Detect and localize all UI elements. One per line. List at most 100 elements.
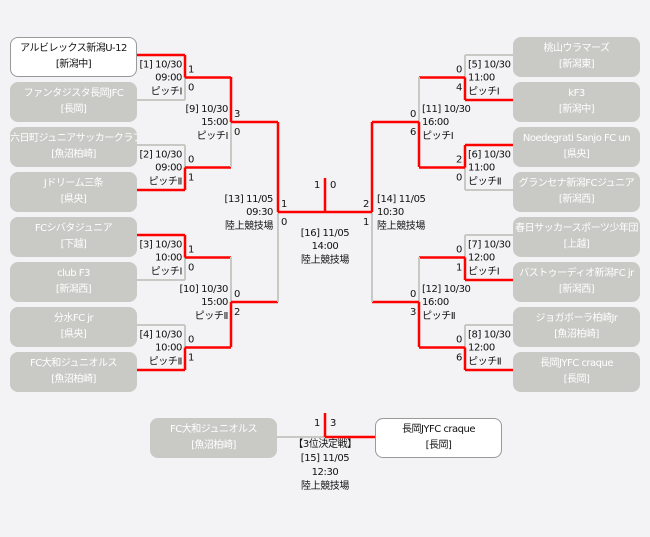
score: 0 <box>330 180 336 191</box>
team-box[interactable]: FC大和ジュニオルス [魚沼柏崎] <box>150 418 277 458</box>
team-box[interactable]: アルビレックス新潟U-12 [新潟中] <box>10 37 137 77</box>
team-name: 分水FC jr <box>53 313 94 324</box>
team-box[interactable]: 長岡JYFC craque [長岡] <box>513 352 640 392</box>
match-label: 12:00 <box>468 343 495 354</box>
match-label: 12:00 <box>468 253 495 264</box>
match-label: 09:30 <box>246 207 273 218</box>
score: 3 <box>330 418 336 429</box>
score: 6 <box>410 127 416 138</box>
team-name: グランセナ新潟FCジュニア <box>518 178 635 189</box>
team-box[interactable]: ファンタジスタ長岡JFC [長岡] <box>10 82 137 122</box>
team-box[interactable]: グランセナ新潟FCジュニア [新潟西] <box>513 172 640 212</box>
match-label: 09:00 <box>155 73 182 84</box>
score: 2 <box>363 199 369 210</box>
team-region: [魚沼柏崎] <box>51 374 96 385</box>
team-box[interactable]: 長岡JYFC craque [長岡] <box>375 418 502 458</box>
team-box[interactable]: Jドリーム三条 [県央] <box>10 172 137 212</box>
team-region: [新潟東] <box>558 59 595 70</box>
match-label: ピッチⅠ <box>151 266 182 278</box>
score: 1 <box>314 180 320 191</box>
match-label: 16:00 <box>422 297 449 308</box>
score: 3 <box>234 109 240 120</box>
match-label: ピッチⅡ <box>422 310 455 322</box>
score: 1 <box>188 245 194 256</box>
match-label: ピッチⅠ <box>197 130 228 142</box>
team-name: 長岡JYFC craque <box>539 358 614 369</box>
team-region: [新潟中] <box>558 104 595 115</box>
match-label: [15] 11/05 <box>301 453 350 464</box>
team-region: [長岡] <box>425 440 452 451</box>
match-label: ピッチⅡ <box>468 176 501 188</box>
team-box[interactable]: バストゥーディオ新潟FC jr [新潟西] <box>513 262 640 302</box>
match-label: 陸上競技場 <box>301 479 349 492</box>
team-name: Noedegrati Sanjo FC un <box>522 133 631 144</box>
team-box[interactable]: 桃山ウラマーズ [新潟東] <box>513 37 640 77</box>
score: 2 <box>456 155 462 166</box>
score: 0 <box>456 173 462 184</box>
match-label: 陸上競技場 <box>377 219 425 232</box>
team-region: [長岡] <box>60 104 87 115</box>
match-label: 15:00 <box>201 117 228 128</box>
score: 6 <box>456 353 462 364</box>
team-region: [魚沼柏崎] <box>554 329 599 340</box>
score: 1 <box>188 65 194 76</box>
team-name: ジョガボーラ柏崎Jr <box>535 313 618 324</box>
match-label: 16:00 <box>422 117 449 128</box>
match-label: ピッチⅠ <box>468 86 499 98</box>
match-label: [14] 11/05 <box>377 194 426 205</box>
team-region: [県央] <box>563 149 590 160</box>
match-label: ピッチⅡ <box>468 356 501 368</box>
match-label: ピッチⅡ <box>149 176 182 188</box>
score: 0 <box>234 289 240 300</box>
team-name: バストゥーディオ新潟FC jr <box>519 268 634 279</box>
match-label: 陸上競技場 <box>301 253 349 266</box>
match-label: [4] 10/30 <box>139 330 182 341</box>
match-label: [1] 10/30 <box>139 60 182 71</box>
team-box[interactable]: FC大和ジュニオルス [魚沼柏崎] <box>10 352 137 392</box>
match-label: [7] 10/30 <box>468 240 511 251</box>
team-box[interactable]: 六日町ジュニアサッカークラブ [魚沼柏崎] <box>10 127 137 167</box>
team-box[interactable]: kF3 [新潟中] <box>513 82 640 122</box>
match-label: [8] 10/30 <box>468 330 511 341</box>
match-label: [3] 10/30 <box>139 240 182 251</box>
score: 1 <box>314 418 320 429</box>
team-box[interactable]: ジョガボーラ柏崎Jr [魚沼柏崎] <box>513 307 640 347</box>
score: 2 <box>234 307 240 318</box>
score: 1 <box>281 199 287 210</box>
score: 0 <box>410 289 416 300</box>
team-box[interactable]: club F3 [新潟西] <box>10 262 137 302</box>
team-region: [新潟中] <box>55 59 92 70</box>
score: 0 <box>234 127 240 138</box>
match-label: [6] 10/30 <box>468 150 511 161</box>
team-box[interactable]: 春日サッカースポーツ少年団 [上越] <box>513 217 640 257</box>
team-region: [県央] <box>60 329 87 340</box>
team-box[interactable]: FCシバタジュニア [下越] <box>10 217 137 257</box>
score: 0 <box>188 155 194 166</box>
match-label: 11:00 <box>468 73 495 84</box>
team-region: [新潟西] <box>55 284 92 295</box>
team-name: アルビレックス新潟U-12 <box>20 43 127 54</box>
team-box[interactable]: Noedegrati Sanjo FC un [県央] <box>513 127 640 167</box>
score: 1 <box>456 263 462 274</box>
team-name: FCシバタジュニア <box>34 223 113 234</box>
match-label: [9] 10/30 <box>185 104 228 115</box>
match-label: ピッチⅠ <box>468 266 499 278</box>
team-name: 桃山ウラマーズ <box>543 43 611 54</box>
match-label: 09:00 <box>155 163 182 174</box>
match-label: 11:00 <box>468 163 495 174</box>
team-region: [新潟西] <box>558 284 595 295</box>
match-label: 10:00 <box>155 253 182 264</box>
match-label: [11] 10/30 <box>422 104 471 115</box>
match-label: 10:30 <box>377 207 404 218</box>
team-name: 長岡JYFC craque <box>401 424 476 435</box>
match-label: 陸上競技場 <box>225 219 273 232</box>
team-name: ファンタジスタ長岡JFC <box>23 88 124 99</box>
match-label: 10:00 <box>155 343 182 354</box>
team-name: club F3 <box>57 268 90 279</box>
match-label: 12:30 <box>312 467 339 478</box>
team-region: [魚沼柏崎] <box>191 440 236 451</box>
score: 0 <box>188 263 194 274</box>
score: 3 <box>410 307 416 318</box>
team-box[interactable]: 分水FC jr [県央] <box>10 307 137 347</box>
